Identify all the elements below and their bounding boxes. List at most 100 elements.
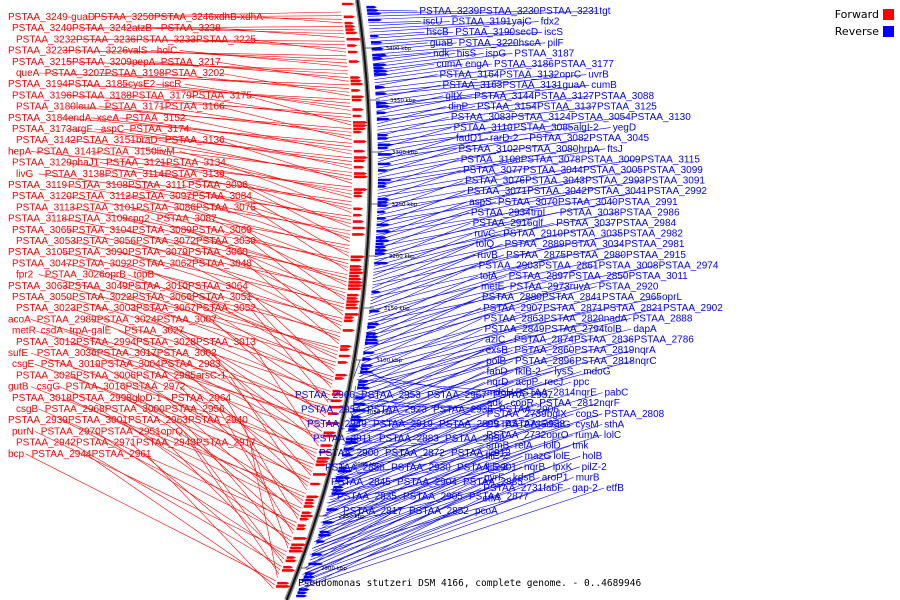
forward-connector: [214, 364, 311, 476]
forward-gene-label: PSTAA_3026: [45, 270, 105, 281]
reverse-gene-label: azlC: [485, 335, 505, 346]
reverse-feature: [374, 73, 389, 76]
reverse-feature: [377, 143, 393, 147]
forward-connector: [87, 11, 342, 18]
forward-connector: [249, 308, 329, 403]
forward-connector: [121, 419, 291, 542]
reverse-gene-label: PSTAA_2883: [379, 434, 439, 445]
reverse-gene-label: PSTAA_3187: [514, 48, 574, 59]
reverse-connector: [375, 201, 556, 245]
reverse-feature: [360, 367, 370, 371]
reverse-connector: [377, 169, 642, 210]
reverse-connector: [369, 21, 510, 30]
reverse-gene-label: fadD1: [456, 133, 483, 144]
reverse-gene-label: PSTAA_3124: [511, 112, 571, 123]
forward-gene-label: PSTAA_3188: [72, 90, 132, 101]
reverse-gene-label: PSTAA_2863: [484, 313, 544, 324]
forward-connector: [189, 341, 320, 443]
reverse-gene-label: PSTAA_3230: [479, 6, 539, 17]
reverse-gene-label: etfA: [482, 494, 500, 505]
reverse-feature: [370, 34, 380, 38]
forward-gene-label: PSTAA_3194: [8, 79, 68, 90]
reverse-connector: [374, 212, 529, 254]
reverse-feature: [367, 325, 377, 329]
reverse-connector: [328, 424, 485, 504]
forward-connector: [150, 50, 348, 64]
reverse-feature: [333, 485, 344, 489]
reverse-connector: [357, 318, 631, 387]
reverse-feature: [377, 133, 389, 137]
forward-feature: [345, 306, 360, 310]
reverse-gene-label: copS: [576, 409, 599, 420]
reverse-connector: [336, 392, 603, 476]
forward-connector: [249, 442, 278, 578]
reverse-gene-label: PSTAA_2731: [483, 483, 543, 494]
reverse-gene-label: PSTAA_3054: [571, 112, 631, 123]
reverse-feature: [375, 85, 386, 89]
forward-gene-label: PSTAA_2989: [37, 314, 97, 325]
reverse-feature: [367, 12, 382, 15]
reverse-connector: [308, 466, 580, 564]
reverse-gene-label: PSTAA_3045: [589, 133, 649, 144]
reverse-feature: [372, 53, 388, 57]
forward-connector: [181, 285, 335, 370]
reverse-gene-label: PSTAA_3115: [641, 154, 701, 165]
forward-gene-label: PSTAA_3202: [165, 68, 225, 79]
strand-legend: Forward Reverse: [814, 6, 894, 40]
reverse-gene-label: PSTAA_2888: [633, 313, 693, 324]
forward-connector: [69, 139, 353, 173]
forward-connector: [156, 274, 337, 359]
reverse-gene-label: nqrA: [635, 345, 656, 356]
reverse-gene-label: PSTAA_2877: [469, 492, 529, 503]
forward-connector: [65, 95, 351, 115]
reverse-gene-label: PSTAA_3100: [461, 154, 521, 165]
reverse-gene-label: PSTAA_3082: [529, 133, 589, 144]
forward-connector: [30, 319, 328, 407]
forward-feature: [303, 505, 315, 508]
reverse-feature: [365, 335, 379, 339]
forward-gene-label: PSTAA_3141: [37, 146, 97, 157]
forward-connector: [121, 285, 336, 367]
forward-gene-label: PSTAA_3018: [12, 393, 72, 404]
reverse-connector: [364, 286, 508, 343]
reverse-gene-label: PSTAA_3037: [556, 218, 616, 229]
forward-gene-label: PSTAA_3072: [136, 236, 196, 247]
reverse-gene-label: PSTAA_2818: [575, 356, 635, 367]
reverse-gene-label: PSTAA_3076: [465, 176, 525, 187]
reverse-feature: [331, 492, 347, 495]
scale-ticks: 3400 kbp 3350 kbp 3300 kbp 3250 kbp 3200 kbp…: [300, 46, 418, 572]
reverse-gene-label: PSTAA_2850: [569, 271, 629, 282]
reverse-gene-label: PSTAA_3164: [439, 70, 499, 81]
reverse-gene-label: hrpA: [578, 144, 599, 155]
reverse-gene-label: fabF: [543, 483, 563, 494]
reverse-connector: [376, 95, 593, 121]
forward-gene-label: PSTAA_2956: [165, 404, 225, 415]
reverse-feature: [346, 437, 359, 441]
reverse-connector: [376, 95, 533, 118]
reverse-gene-label: PSTAA_3102: [458, 144, 518, 155]
forward-gene-label: PSTAA_3215: [12, 57, 72, 68]
reverse-gene-label: PSTAA_3125: [597, 101, 657, 112]
reverse-connector: [350, 349, 513, 419]
reverse-gene-label: PSTAA_3040: [558, 197, 618, 208]
reverse-connector: [371, 42, 457, 52]
reverse-gene-label: PSTAA_2875: [506, 250, 566, 261]
reverse-connector: [345, 371, 485, 441]
forward-connector: [94, 128, 353, 162]
reverse-feature: [296, 594, 308, 598]
reverse-gene-label: PSTAA_2910: [503, 229, 563, 240]
scale-tick-label: 3000 kbp: [354, 462, 380, 468]
forward-gene-label: PSTAA_3152: [126, 113, 186, 124]
reverse-gene-label: fliE-2: [485, 462, 508, 473]
reverse-gene-label: PSTAA_3011: [629, 271, 689, 282]
forward-feature: [293, 537, 308, 540]
forward-gene-label: PSTAA_3036: [37, 348, 97, 359]
reverse-connector: [329, 413, 603, 501]
reverse-connector: [368, 265, 537, 318]
reverse-gene-label: PSTAA_3008: [599, 260, 659, 271]
forward-feature: [297, 524, 307, 527]
reverse-gene-label: PSTAA_2852: [409, 506, 469, 517]
reverse-connector: [372, 42, 546, 58]
reverse-gene-label: PSTAA_2992: [647, 186, 707, 197]
forward-gene-label: PSTAA_3069: [192, 225, 252, 236]
